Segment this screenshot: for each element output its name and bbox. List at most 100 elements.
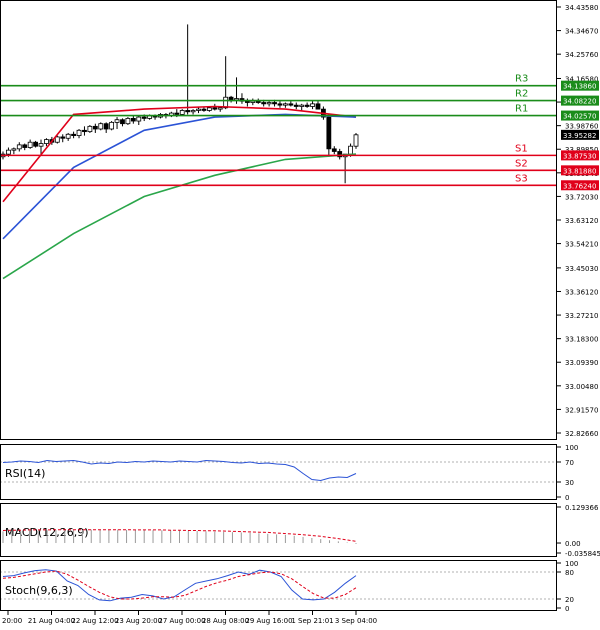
candle-body <box>6 149 11 155</box>
candle-body <box>190 110 196 113</box>
candle <box>92 123 98 133</box>
candle-body <box>44 139 49 144</box>
candle <box>310 101 315 110</box>
candle <box>98 122 104 131</box>
level-price-label: 33.76240 <box>563 182 596 190</box>
candle <box>33 140 38 148</box>
candle <box>65 132 71 141</box>
candle <box>120 118 125 127</box>
candle-body <box>125 117 131 125</box>
stoch-tick-label: 100 <box>565 560 578 568</box>
candle-body <box>65 133 71 139</box>
price-tick-label: 34.43580 <box>565 4 598 12</box>
stoch-k-line <box>2 569 357 602</box>
time-tick-label: 29 Aug 16:00 <box>245 617 292 625</box>
pane-frame-0 <box>0 0 557 440</box>
level-price-tag <box>561 150 599 161</box>
price-tick-label: 33.18300 <box>565 336 598 344</box>
candle <box>54 135 60 144</box>
candle-body <box>212 107 218 110</box>
price-tick-label: 33.54210 <box>565 241 598 249</box>
candle-body <box>38 143 44 147</box>
candle-body <box>185 110 191 113</box>
candle-body <box>87 125 93 133</box>
candle <box>353 132 359 149</box>
candle <box>125 117 131 126</box>
candle-body <box>71 133 76 137</box>
candle <box>103 122 109 133</box>
candle-body <box>326 116 332 150</box>
pane-frame-3 <box>0 560 557 611</box>
time-tick-label: 23 Aug 20:00 <box>115 617 162 625</box>
stoch-d-line <box>2 570 357 600</box>
level-price-label: 33.87530 <box>563 152 596 160</box>
candle <box>130 115 136 124</box>
candle-body <box>98 123 104 130</box>
candle-body <box>103 123 109 130</box>
time-tick-label: 21 Aug 04:00 <box>28 617 75 625</box>
rsi-pane: RSI(14) 100 70 30 0 <box>0 444 578 502</box>
candle <box>293 102 299 110</box>
candle <box>326 114 332 157</box>
candle <box>22 143 28 151</box>
time-tick-label: 3 Sep 04:00 <box>335 617 377 625</box>
price-tick-label: 34.25760 <box>565 51 598 59</box>
candle <box>277 101 283 108</box>
price-tick-label: 33.36120 <box>565 288 598 296</box>
price-tick-label: 33.45030 <box>565 265 598 273</box>
candle-body <box>277 103 283 106</box>
price-tick-label: 34.16580 <box>565 75 598 83</box>
level-price-label: 34.02570 <box>563 113 596 121</box>
macd-tick-label: 0.00 <box>565 540 581 548</box>
time-tick-label: 22 Aug 12:00 <box>71 617 118 625</box>
level-price-tag <box>561 80 599 91</box>
candle <box>337 148 343 160</box>
rsi-tick-label: 30 <box>565 479 574 487</box>
candle-body <box>206 107 212 111</box>
level-price-tag <box>561 110 599 121</box>
candle <box>136 115 142 126</box>
candle-body <box>27 141 33 148</box>
rsi-tick-label: 100 <box>565 444 578 452</box>
price-tick-label: 33.63120 <box>565 217 598 225</box>
candle-body <box>331 148 337 152</box>
candle <box>114 117 120 129</box>
candle-body <box>223 96 229 109</box>
candle <box>71 131 76 139</box>
candle <box>304 102 310 108</box>
moving-average-line <box>2 105 357 203</box>
candle-body <box>288 103 294 106</box>
candle <box>315 101 321 110</box>
price-tick-label: 33.72030 <box>565 193 598 201</box>
candle-body <box>217 107 223 110</box>
candle <box>331 146 337 155</box>
price-tick-label: 33.27210 <box>565 312 598 320</box>
candle <box>87 125 93 133</box>
rsi-tick-label: 0 <box>565 494 569 502</box>
candle-body <box>179 110 185 115</box>
level-name-s2: S2 <box>515 158 528 169</box>
pane-frame-2 <box>0 503 557 557</box>
price-tick-label: 33.00480 <box>565 383 598 391</box>
candle <box>109 121 115 131</box>
stoch-tick-label: 0 <box>565 605 569 613</box>
macd-tick-label: -0.035845 <box>565 550 600 558</box>
candle-body <box>234 98 239 101</box>
candle <box>44 138 49 147</box>
candle-body <box>54 136 60 143</box>
candle <box>266 101 272 107</box>
candle-body <box>299 104 305 107</box>
level-name-r2: R2 <box>515 89 528 100</box>
candle <box>76 128 82 139</box>
candle-body <box>337 151 343 158</box>
level-price-label: 34.08220 <box>563 98 596 106</box>
price-tick-label: 33.98760 <box>565 123 598 131</box>
price-tick-label: 34.34670 <box>565 28 598 36</box>
current-price-tag <box>561 129 599 140</box>
macd-tick-label: 0.129366 <box>565 504 599 512</box>
price-pane: 34.4358034.3467034.2576034.1658034.07670… <box>0 4 599 438</box>
candle-body <box>353 134 359 147</box>
candle-body <box>141 116 147 119</box>
